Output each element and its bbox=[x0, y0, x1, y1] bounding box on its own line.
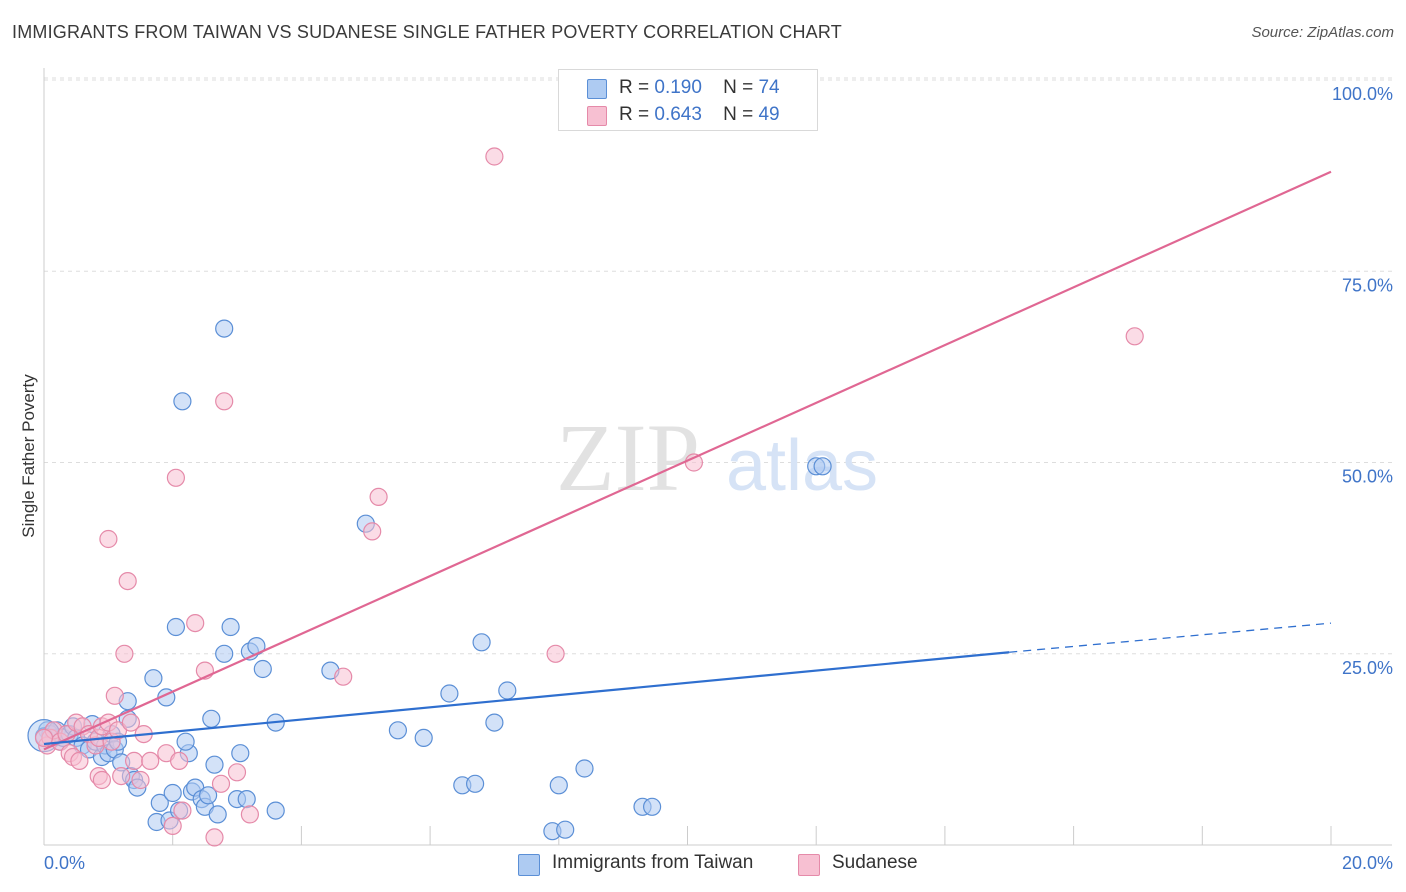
source-credit: Source: ZipAtlas.com bbox=[1251, 24, 1394, 41]
n-label: N = bbox=[723, 104, 754, 125]
sudanese-point bbox=[163, 816, 182, 836]
r-value-sudanese: 0.643 bbox=[654, 104, 702, 125]
tick-labels: 100.0% 75.0% 50.0% 25.0% 0.0% 20.0% bbox=[44, 84, 1393, 873]
sudanese-point bbox=[125, 751, 144, 771]
taiwan-point bbox=[208, 805, 227, 824]
watermark: ZIP atlas bbox=[556, 404, 878, 511]
r-value-taiwan: 0.190 bbox=[654, 77, 702, 98]
legend-series: Immigrants from Taiwan Sudanese bbox=[0, 852, 1406, 878]
sudanese-point bbox=[118, 571, 137, 591]
sudanese-point bbox=[105, 686, 124, 705]
taiwan-point bbox=[150, 793, 169, 813]
taiwan-point bbox=[231, 744, 250, 763]
r-label: R = bbox=[619, 104, 650, 125]
taiwan-point bbox=[253, 659, 272, 679]
sudanese-point bbox=[186, 613, 205, 633]
taiwan-point bbox=[205, 755, 224, 774]
taiwan-trend-line bbox=[43, 651, 1010, 746]
legend-text-taiwan: R = 0.190 N = 74 bbox=[619, 77, 780, 99]
sudanese-point bbox=[363, 522, 382, 541]
taiwan-point bbox=[215, 319, 234, 338]
sudanese-point bbox=[546, 644, 565, 663]
taiwan-point bbox=[472, 633, 491, 652]
legend-text-sudanese: R = 0.643 N = 49 bbox=[619, 104, 780, 126]
sudanese-point bbox=[141, 751, 160, 771]
sudanese-point bbox=[240, 805, 259, 824]
taiwan-point bbox=[173, 392, 192, 411]
taiwan-point bbox=[556, 820, 575, 839]
taiwan-point bbox=[440, 684, 459, 703]
taiwan-point bbox=[414, 728, 433, 748]
taiwan-point bbox=[199, 786, 218, 805]
legend-swatch-sudanese bbox=[798, 854, 820, 876]
y-tick-label: 75.0% bbox=[1342, 275, 1393, 295]
taiwan-point bbox=[266, 801, 285, 820]
sudanese-point bbox=[173, 801, 192, 820]
sudanese-point bbox=[115, 644, 134, 663]
taiwan-point bbox=[144, 669, 163, 688]
r-label: R = bbox=[619, 77, 650, 98]
sudanese-point bbox=[131, 770, 150, 790]
taiwan-point bbox=[237, 789, 256, 809]
taiwan-point bbox=[549, 776, 568, 795]
sudanese-point bbox=[215, 392, 234, 411]
sudanese-point bbox=[92, 770, 112, 790]
watermark-zip: ZIP bbox=[556, 404, 700, 511]
watermark-atlas: atlas bbox=[726, 426, 878, 506]
taiwan-point bbox=[163, 783, 182, 803]
sudanese-point bbox=[485, 147, 504, 166]
taiwan-point bbox=[498, 681, 517, 700]
taiwan-point bbox=[575, 759, 594, 778]
taiwan-trend-extension bbox=[1009, 622, 1332, 653]
legend-label-taiwan: Immigrants from Taiwan bbox=[552, 852, 754, 873]
taiwan-point bbox=[215, 644, 234, 663]
sudanese-point bbox=[99, 529, 118, 549]
taiwan-point bbox=[388, 721, 407, 740]
y-tick-label: 100.0% bbox=[1332, 84, 1393, 104]
n-value-sudanese: 49 bbox=[758, 104, 780, 125]
sudanese-point bbox=[227, 763, 247, 782]
sudanese-point bbox=[211, 774, 231, 793]
y-tick-label: 50.0% bbox=[1342, 467, 1393, 487]
sudanese-point bbox=[205, 828, 224, 847]
y-tick-label: 25.0% bbox=[1342, 658, 1393, 678]
chart-title: IMMIGRANTS FROM TAIWAN VS SUDANESE SINGL… bbox=[12, 22, 842, 42]
taiwan-point bbox=[176, 732, 195, 751]
grid-lines bbox=[44, 77, 1392, 655]
sudanese-point bbox=[34, 728, 54, 748]
sudanese-point bbox=[166, 468, 185, 487]
legend-swatch-sudanese bbox=[587, 106, 607, 126]
sudanese-point bbox=[334, 667, 353, 686]
taiwan-point bbox=[485, 713, 504, 732]
trend-lines bbox=[43, 170, 1332, 751]
axes bbox=[43, 68, 1392, 846]
legend-stats: R = 0.190 N = 74 R = 0.643 N = 49 bbox=[558, 69, 818, 131]
x-tick-label-min: 0.0% bbox=[44, 853, 85, 873]
sudanese-point bbox=[1125, 327, 1144, 346]
series-sudanese-points bbox=[34, 147, 1144, 847]
taiwan-point bbox=[221, 617, 240, 637]
taiwan-point bbox=[166, 617, 185, 637]
taiwan-point bbox=[466, 774, 485, 793]
sudanese-point bbox=[112, 766, 131, 786]
n-label: N = bbox=[723, 77, 754, 98]
legend-swatch-taiwan bbox=[587, 79, 607, 99]
n-value-taiwan: 74 bbox=[758, 77, 780, 98]
sudanese-point bbox=[170, 751, 189, 771]
sudanese-point bbox=[70, 751, 89, 771]
sudanese-point bbox=[121, 713, 140, 732]
legend-label-sudanese: Sudanese bbox=[832, 852, 918, 873]
y-axis-label: Single Father Poverty bbox=[19, 374, 38, 538]
x-tick-label-max: 20.0% bbox=[1342, 853, 1393, 873]
sudanese-point bbox=[369, 487, 388, 506]
taiwan-point bbox=[642, 797, 662, 816]
sudanese-trend-line bbox=[43, 170, 1332, 751]
taiwan-point bbox=[813, 457, 832, 476]
legend-swatch-taiwan bbox=[518, 854, 540, 876]
taiwan-point bbox=[202, 709, 221, 728]
